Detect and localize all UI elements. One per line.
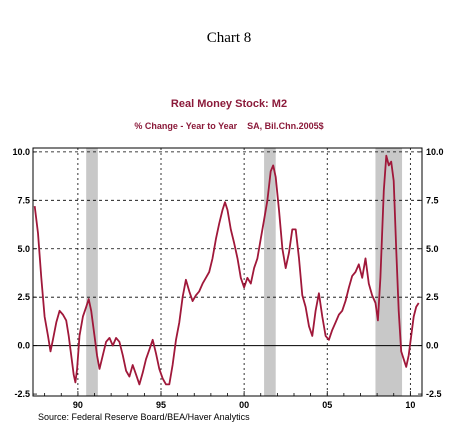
grid-lines (33, 148, 422, 396)
chart-source: Source: Federal Reserve Board/BEA/Haver … (38, 412, 250, 422)
x-label: 00 (239, 400, 249, 410)
series-group (33, 154, 420, 386)
y-axis-left-labels: 10.0 7.5 5.0 2.5 0.0 -2.5 (12, 147, 30, 399)
y-label-right: 2.5 (426, 292, 439, 302)
tick-marks (33, 151, 422, 396)
y-label-right: -2.5 (426, 389, 442, 399)
recession-band-2 (375, 148, 403, 396)
y-label-left: 5.0 (17, 244, 30, 254)
y-axis-right-labels: 10.0 7.5 5.0 2.5 0.0 -2.5 (426, 147, 444, 399)
y-label-right: 10.0 (426, 147, 444, 157)
chart-heading: Chart 8 (207, 30, 252, 46)
y-label-left: 7.5 (17, 195, 30, 205)
chart-title: Real Money Stock: M2 (171, 98, 287, 110)
x-label: 10 (405, 400, 415, 410)
x-axis-labels: 90 95 00 05 10 (73, 400, 415, 410)
y-label-right: 7.5 (426, 195, 439, 205)
x-label: 90 (73, 400, 83, 410)
recession-band-1 (264, 148, 276, 396)
x-label: 05 (322, 400, 332, 410)
y-label-left: -2.5 (14, 389, 30, 399)
y-label-left: 0.0 (17, 341, 30, 351)
x-label: 95 (156, 400, 166, 410)
chart-subtitle: % Change - Year to Year SA, Bil.Chn.2005… (134, 121, 323, 131)
series-line-0 (33, 154, 420, 386)
recession-band-0 (86, 148, 98, 396)
y-label-left: 2.5 (17, 292, 30, 302)
y-label-left: 10.0 (12, 147, 30, 157)
y-label-right: 5.0 (426, 244, 439, 254)
y-label-right: 0.0 (426, 341, 439, 351)
